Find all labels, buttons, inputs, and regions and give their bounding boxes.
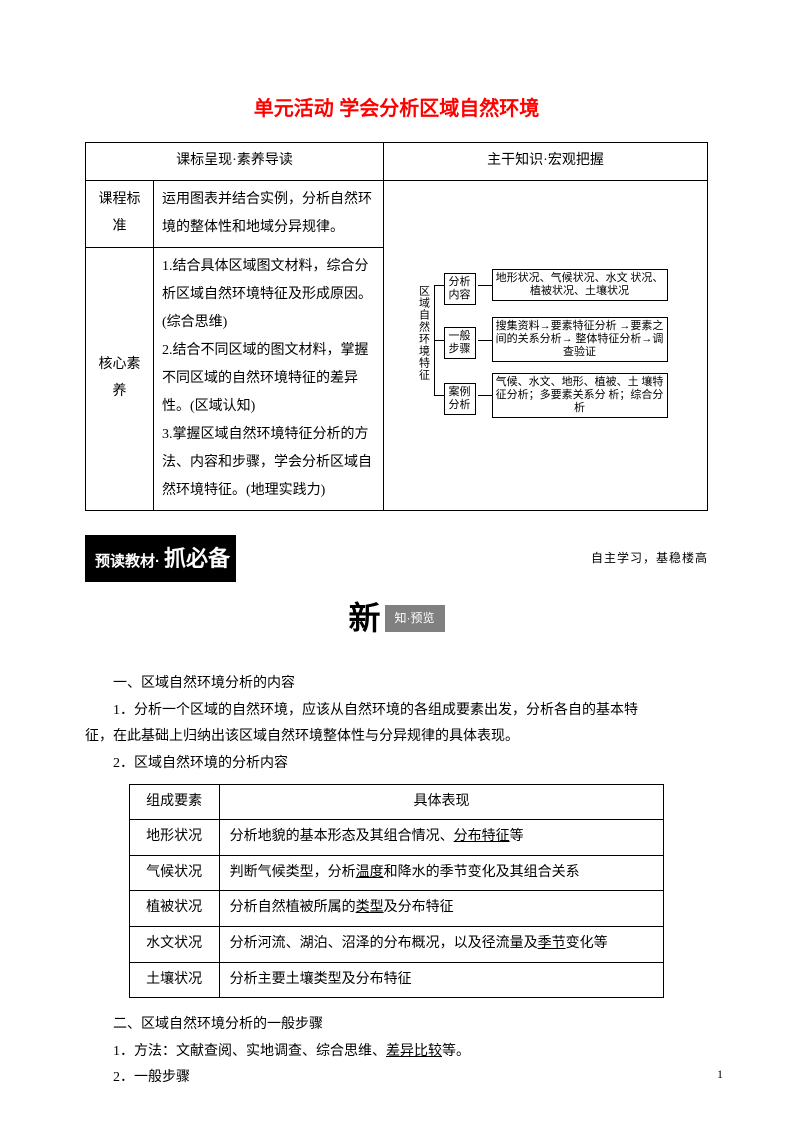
diag-n2: 一般 步骤	[444, 327, 476, 359]
diag-r2: 搜集资料→要素特征分析 →要素之间的关系分析→ 整体特征分析→调查验证	[492, 317, 668, 363]
t2-h2: 具体表现	[219, 784, 664, 820]
t2-r4-c1: 土壤状况	[129, 962, 219, 998]
sec2-heading: 二、区域自然环境分析的一般步骤	[85, 1012, 708, 1039]
sec2-p2: 2．一般步骤	[85, 1065, 708, 1092]
table-row: 水文状况 分析河流、湖泊、沼泽的分布概况，以及径流量及季节变化等	[129, 926, 664, 962]
page-number: 1	[717, 1063, 723, 1086]
banner-pre: 预读教材·	[95, 548, 160, 577]
t2-r3-c1: 水文状况	[129, 926, 219, 962]
sec1-p1b: 征，在此基础上归纳出该区域自然环境整体性与分异规律的具体表现。	[85, 724, 708, 751]
xin-char: 新	[348, 588, 380, 649]
diag-root: 区域自然环境特征	[416, 285, 430, 381]
t2-r2-c2: 分析自然植被所属的类型及分布特征	[219, 891, 664, 927]
sec2-p1: 1．方法：文献查阅、实地调查、综合思维、差异比较等。	[85, 1039, 708, 1066]
t1-diagram-cell: 区域自然环境特征 分析 内容 地形状况、气候状况、水文 状况、植被状况、土壤状况…	[384, 180, 708, 510]
table-row: 土壤状况 分析主要土壤类型及分布特征	[129, 962, 664, 998]
table-row: 气候状况 判断气候类型，分析温度和降水的季节变化及其组合关系	[129, 855, 664, 891]
t2-r3-c2: 分析河流、湖泊、沼泽的分布概况，以及径流量及季节变化等	[219, 926, 664, 962]
sec1-heading: 一、区域自然环境分析的内容	[85, 671, 708, 698]
t2-r1-c1: 气候状况	[129, 855, 219, 891]
t1-row2-text: 1.结合具体区域图文材料，综合分析区域自然环境特征及形成原因。(综合思维) 2.…	[154, 247, 384, 510]
banner-big: 抓必备	[164, 538, 230, 580]
elements-table: 组成要素 具体表现 地形状况 分析地貌的基本形态及其组合情况、分布特征等 气候状…	[129, 784, 665, 999]
t1-row2-label: 核心素养	[86, 247, 154, 510]
sec1-p1a: 1．分析一个区域的自然环境，应该从自然环境的各组成要素出发，分析各自的基本特	[85, 698, 708, 725]
t1-row1-label: 课程标准	[86, 180, 154, 247]
t2-r2-c1: 植被状况	[129, 891, 219, 927]
concept-diagram: 区域自然环境特征 分析 内容 地形状况、气候状况、水文 状况、植被状况、土壤状况…	[416, 265, 676, 415]
banner-sub: 自主学习，基稳楼高	[591, 547, 708, 570]
document-title: 单元活动 学会分析区域自然环境	[85, 90, 708, 128]
t1-row1-text: 运用图表并结合实例，分析自然环境的整体性和地域分异规律。	[154, 180, 384, 247]
t2-r1-c2: 判断气候类型，分析温度和降水的季节变化及其组合关系	[219, 855, 664, 891]
standards-table: 课标呈现·素养导读 主干知识·宏观把握 课程标准 运用图表并结合实例，分析自然环…	[85, 142, 708, 511]
t2-r0-c1: 地形状况	[129, 820, 219, 856]
xin-tag: 知·预览	[385, 605, 445, 632]
diag-r1: 地形状况、气候状况、水文 状况、植被状况、土壤状况	[492, 269, 668, 301]
t2-h1: 组成要素	[129, 784, 219, 820]
xin-row: 新 知·预览	[85, 588, 708, 649]
table-row: 地形状况 分析地貌的基本形态及其组合情况、分布特征等	[129, 820, 664, 856]
section-banner: 预读教材· 抓必备 自主学习，基稳楼高	[85, 535, 708, 583]
banner-left: 预读教材· 抓必备	[85, 535, 236, 583]
t2-r4-c2: 分析主要土壤类型及分布特征	[219, 962, 664, 998]
t1-header-left: 课标呈现·素养导读	[86, 143, 384, 181]
diag-n3: 案例 分析	[444, 383, 476, 415]
diag-r3: 气候、水文、地形、植被、土 壤特征分析；多要素关系分 析；综合分析	[492, 373, 668, 419]
diag-n1: 分析 内容	[444, 273, 476, 305]
sec1-p2: 2．区域自然环境的分析内容	[85, 751, 708, 778]
t1-header-right: 主干知识·宏观把握	[384, 143, 708, 181]
table-row: 植被状况 分析自然植被所属的类型及分布特征	[129, 891, 664, 927]
t2-r0-c2: 分析地貌的基本形态及其组合情况、分布特征等	[219, 820, 664, 856]
